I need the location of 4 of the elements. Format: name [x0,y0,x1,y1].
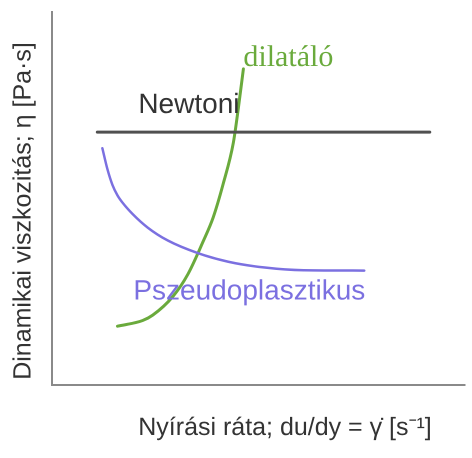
series-label: Newtoni [138,88,240,120]
x-axis-title: Nyírási ráta; du/dy = γ̇ [s⁻¹] [138,412,432,442]
y-axis-title: Dinamikai viszkozitás; η [Pa·s] [8,42,38,380]
series-label: dilatáló [243,40,334,73]
